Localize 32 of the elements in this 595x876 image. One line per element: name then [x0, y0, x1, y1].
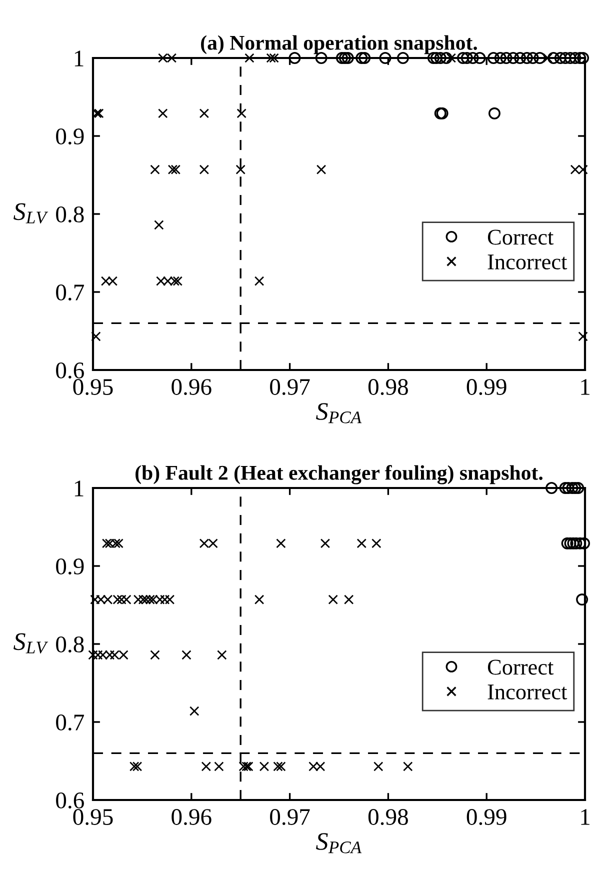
legend-label: Incorrect: [488, 684, 568, 700]
x-tick-label: 0.95: [73, 379, 113, 396]
y-tick-label: 0.9: [56, 128, 84, 145]
x-tick-label: 0.98: [368, 809, 408, 826]
y-tick-label: 1: [74, 50, 84, 66]
y-tick-label: 0.7: [56, 284, 84, 301]
legend-label: Correct: [488, 660, 554, 675]
legend-label: Incorrect: [488, 254, 568, 270]
y-tick-label: 1: [74, 480, 84, 496]
y-tick-label: 0.8: [56, 636, 84, 653]
y-tick-label: 0.7: [56, 714, 84, 731]
y-axis-title: S$_{LV}$: [14, 633, 48, 654]
x-tick-label: 0.96: [172, 809, 212, 826]
x-axis-title: S$_{PCA}$: [316, 403, 362, 424]
chart-title: (a) Normal operation snapshot.: [201, 35, 477, 54]
x-tick-label: 0.97: [270, 379, 310, 396]
x-tick-label: 1: [581, 809, 590, 825]
y-tick-label: 0.9: [56, 558, 84, 575]
chart-title: (b) Fault 2 (Heat exchanger fouling) snapshot.: [136, 465, 542, 484]
y-tick-label: 0.6: [56, 792, 84, 809]
x-axis-title: S$_{PCA}$: [316, 833, 362, 854]
x-tick-label: 0.96: [172, 379, 212, 396]
x-tick-label: 0.97: [270, 809, 310, 826]
legend-label: Correct: [488, 230, 554, 245]
y-axis-title: S$_{LV}$: [14, 203, 48, 224]
x-tick-label: 0.98: [368, 379, 408, 396]
x-tick-label: 0.99: [466, 809, 506, 826]
x-tick-label: 0.99: [466, 379, 506, 396]
x-tick-label: 0.95: [73, 809, 113, 826]
y-tick-label: 0.8: [56, 206, 84, 223]
y-tick-label: 0.6: [56, 362, 84, 379]
x-tick-label: 1: [581, 379, 590, 395]
